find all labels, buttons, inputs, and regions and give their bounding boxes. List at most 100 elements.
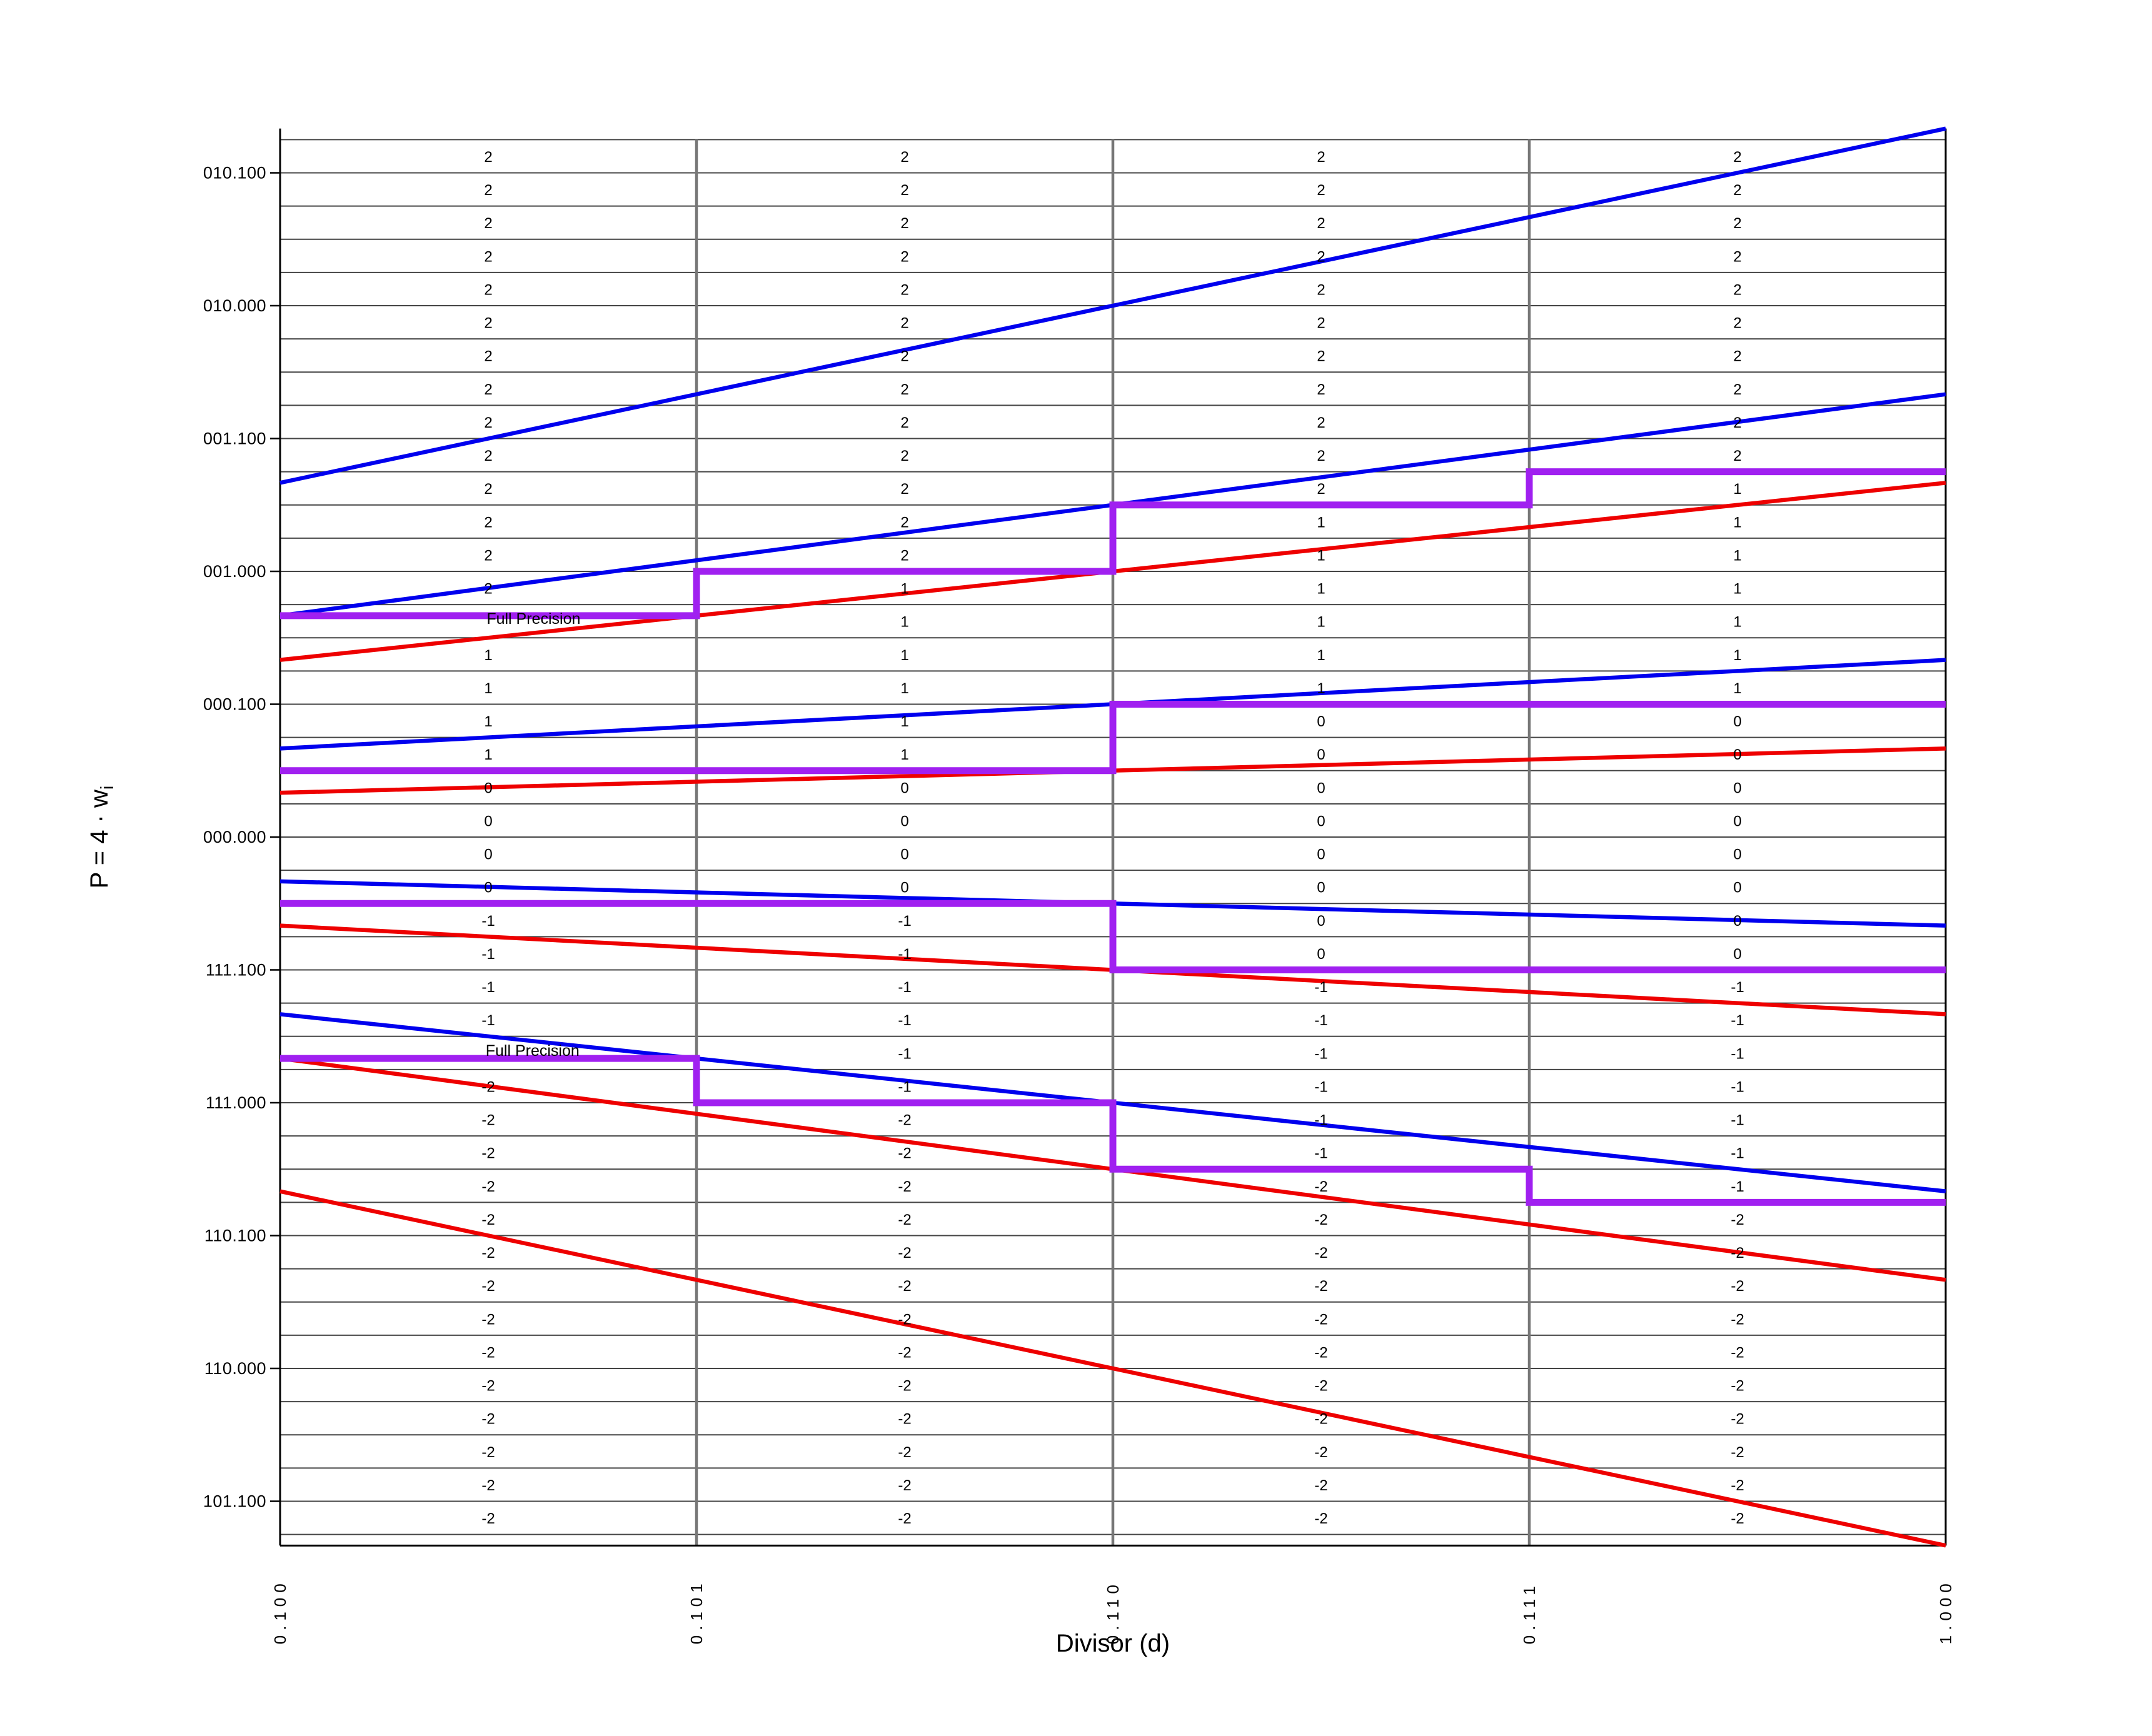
cell-digit: 2	[484, 381, 492, 398]
cell-digit: 2	[1733, 281, 1741, 298]
cell-digit: -2	[898, 1178, 911, 1195]
cell-digit: 2	[484, 414, 492, 431]
y-tick-label: 110.000	[204, 1359, 266, 1378]
cell-digit: -2	[1314, 1510, 1327, 1527]
cell-digit: -2	[898, 1344, 911, 1361]
cell-digit: -2	[1731, 1344, 1744, 1361]
full-precision-label: Full Precision	[486, 610, 580, 628]
cell-digit-labels: 2 2 2 2 2 2 2 2 2 2 2 2 2 2 2 2 2 2 2 2 2 2 2 2 2 2 2 2 2 2 2 2 2 2 2 2 2 2 2 2…	[481, 149, 1744, 1527]
cell-digit: 0	[1733, 846, 1741, 863]
cell-digit: 2	[484, 248, 492, 265]
cell-digit: 1	[1733, 614, 1741, 631]
cell-digit: 2	[484, 315, 492, 332]
grid-vertical	[695, 139, 1531, 1546]
cell-digit: -2	[898, 1378, 911, 1395]
cell-digit: -2	[1314, 1178, 1327, 1195]
cell-digit: -2	[1314, 1344, 1327, 1361]
cell-digit: -2	[898, 1245, 911, 1262]
cell-digit: 2	[1317, 248, 1325, 265]
cell-digit: -1	[1731, 1078, 1744, 1095]
cell-digit: -2	[481, 1510, 495, 1527]
cell-digit: 2	[900, 448, 908, 464]
cell-digit: -1	[898, 1078, 911, 1095]
cell-digit: -2	[1314, 1477, 1327, 1494]
cell-digit: -1	[1731, 1145, 1744, 1162]
axis-titles: Divisor (d) P = 4 · wi	[86, 786, 1170, 1657]
cell-digit: 2	[1733, 448, 1741, 464]
cell-digit: -2	[481, 1112, 495, 1129]
cell-digit: -2	[898, 1311, 911, 1328]
cell-digit: 2	[484, 481, 492, 498]
boundary-line-blue	[279, 126, 1946, 485]
cell-digit: 2	[1317, 481, 1325, 498]
cell-digit: 2	[484, 281, 492, 298]
cell-digit: -2	[1731, 1311, 1744, 1328]
cell-digit: 1	[1733, 647, 1741, 664]
cell-digit: 0	[1733, 713, 1741, 730]
cell-digit: -2	[481, 1477, 495, 1494]
cell-digit: -2	[1731, 1477, 1744, 1494]
cell-digit: -2	[898, 1112, 911, 1129]
x-tick-labels: 0.100 0.101 0.110 0.111 1.000	[271, 1578, 1955, 1644]
cell-digit: -2	[481, 1444, 495, 1461]
y-tick-label: 001.100	[203, 429, 266, 448]
cell-digit: -1	[1314, 1112, 1327, 1129]
y-tick-label: 010.100	[203, 164, 266, 183]
y-tick-label: 110.100	[204, 1227, 266, 1245]
cell-digit: 2	[484, 547, 492, 564]
cell-digit: 1	[1733, 680, 1741, 697]
cell-digit: -2	[481, 1178, 495, 1195]
cell-digit: -1	[1314, 979, 1327, 996]
cell-digit: 2	[900, 182, 908, 199]
cell-digit: 2	[1733, 348, 1741, 365]
cell-digit: -2	[898, 1477, 911, 1494]
cell-digit: -1	[481, 979, 495, 996]
cell-digit: 2	[900, 481, 908, 498]
cell-digit: -2	[1731, 1378, 1744, 1395]
cell-digit: -1	[898, 913, 911, 930]
cell-digit: -1	[481, 913, 495, 930]
cell-digit: 2	[900, 315, 908, 332]
cell-digit: 1	[1733, 514, 1741, 531]
y-axis-title-main: P = 4 · w	[86, 790, 113, 888]
cell-digit: 2	[900, 414, 908, 431]
cell-digit: -1	[1731, 1112, 1744, 1129]
x-tick-label: 0.100	[271, 1578, 289, 1644]
cell-digit: -1	[1731, 1045, 1744, 1062]
quotient-digit-staircases	[280, 468, 1946, 1206]
cell-digit: -2	[1314, 1278, 1327, 1295]
cell-digit: 0	[1733, 746, 1741, 763]
cell-digit: -2	[481, 1212, 495, 1228]
cell-digit: -1	[1314, 1145, 1327, 1162]
cell-digit: -2	[1314, 1378, 1327, 1395]
cell-digit: -1	[1731, 1012, 1744, 1029]
cell-digit: 0	[1733, 913, 1741, 930]
cell-digit: 2	[900, 281, 908, 298]
cell-digit: 1	[900, 647, 908, 664]
cell-digit: 2	[900, 514, 908, 531]
cell-digit: -1	[898, 979, 911, 996]
cell-digit: 2	[1317, 448, 1325, 464]
cell-digit: 0	[1317, 746, 1325, 763]
cell-digit: 2	[1733, 182, 1741, 199]
cell-digit: 2	[484, 514, 492, 531]
cell-digit: -2	[481, 1411, 495, 1428]
cell-digit: 1	[484, 713, 492, 730]
cell-digit: -2	[481, 1278, 495, 1295]
cell-digit: 0	[484, 813, 492, 830]
y-axis-title: P = 4 · wi	[86, 786, 118, 889]
cell-digit: 0	[900, 813, 908, 830]
boundary-line-red	[279, 1189, 1946, 1548]
cell-digit: 1	[900, 614, 908, 631]
cell-digit: 0	[1317, 880, 1325, 896]
cell-digit: 1	[1317, 547, 1325, 564]
cell-digit: -1	[1314, 1012, 1327, 1029]
cell-digit: 1	[1733, 547, 1741, 564]
cell-digit: 1	[1317, 614, 1325, 631]
cell-digit: -2	[481, 1078, 495, 1095]
cell-digit: -2	[1731, 1245, 1744, 1262]
staircase-boundary-0--1	[280, 900, 1946, 973]
cell-digit: 0	[1733, 813, 1741, 830]
cell-digit: 2	[1317, 281, 1325, 298]
cell-digit: 2	[1317, 381, 1325, 398]
